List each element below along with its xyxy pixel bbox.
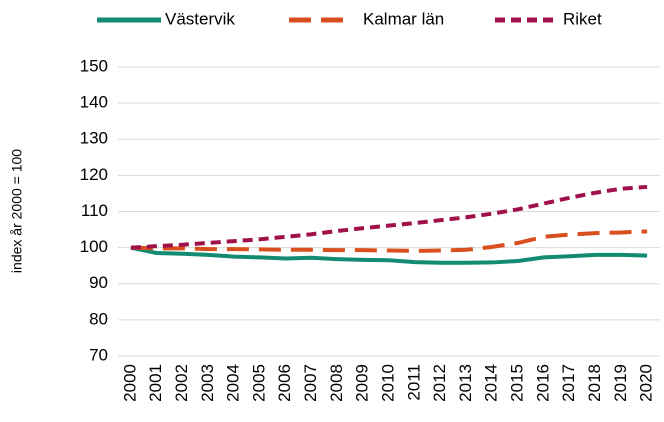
legend-label: Kalmar län [363, 9, 444, 28]
y-tick-label: 110 [81, 201, 108, 220]
x-tick-label: 2009 [353, 364, 372, 402]
x-tick-label: 2014 [482, 364, 501, 402]
series-line [130, 184, 648, 250]
x-tick-label: 2013 [456, 364, 475, 402]
x-tick-label: 2004 [224, 364, 243, 402]
x-tick-label: 2016 [533, 364, 552, 402]
y-tick-label: 80 [89, 309, 108, 328]
y-tick-label: 150 [80, 56, 108, 75]
x-tick-label: 2019 [611, 364, 630, 402]
y-axis-label: index år 2000 = 100 [9, 149, 25, 273]
y-tick-label: 100 [80, 237, 108, 256]
x-tick-label: 2000 [120, 364, 139, 402]
legend-label: Riket [563, 9, 602, 28]
x-tick-label: 2001 [146, 364, 165, 402]
y-tick-label: 140 [80, 93, 108, 112]
legend-label: Västervik [165, 9, 235, 28]
y-tick-label: 120 [80, 165, 108, 184]
x-tick-label: 2011 [404, 364, 423, 401]
y-tick-label: 90 [89, 273, 108, 292]
x-tick-label: 2007 [301, 364, 320, 402]
x-tick-label: 2020 [637, 364, 656, 402]
x-tick-label: 2006 [275, 364, 294, 402]
y-tick-label: 130 [80, 129, 108, 148]
x-tick-label: 2010 [378, 364, 397, 402]
x-tick-label: 2005 [249, 364, 268, 402]
x-tick-label: 2002 [172, 364, 191, 402]
x-tick-label: 2012 [430, 364, 449, 402]
x-tick-label: 2003 [198, 364, 217, 402]
x-tick-label: 2015 [508, 364, 527, 402]
y-tick-label: 70 [89, 345, 108, 364]
x-tick-label: 2008 [327, 364, 346, 402]
x-tick-label: 2018 [585, 364, 604, 402]
series-line [130, 229, 648, 253]
series-line [130, 245, 648, 265]
x-tick-label: 2017 [559, 364, 578, 402]
